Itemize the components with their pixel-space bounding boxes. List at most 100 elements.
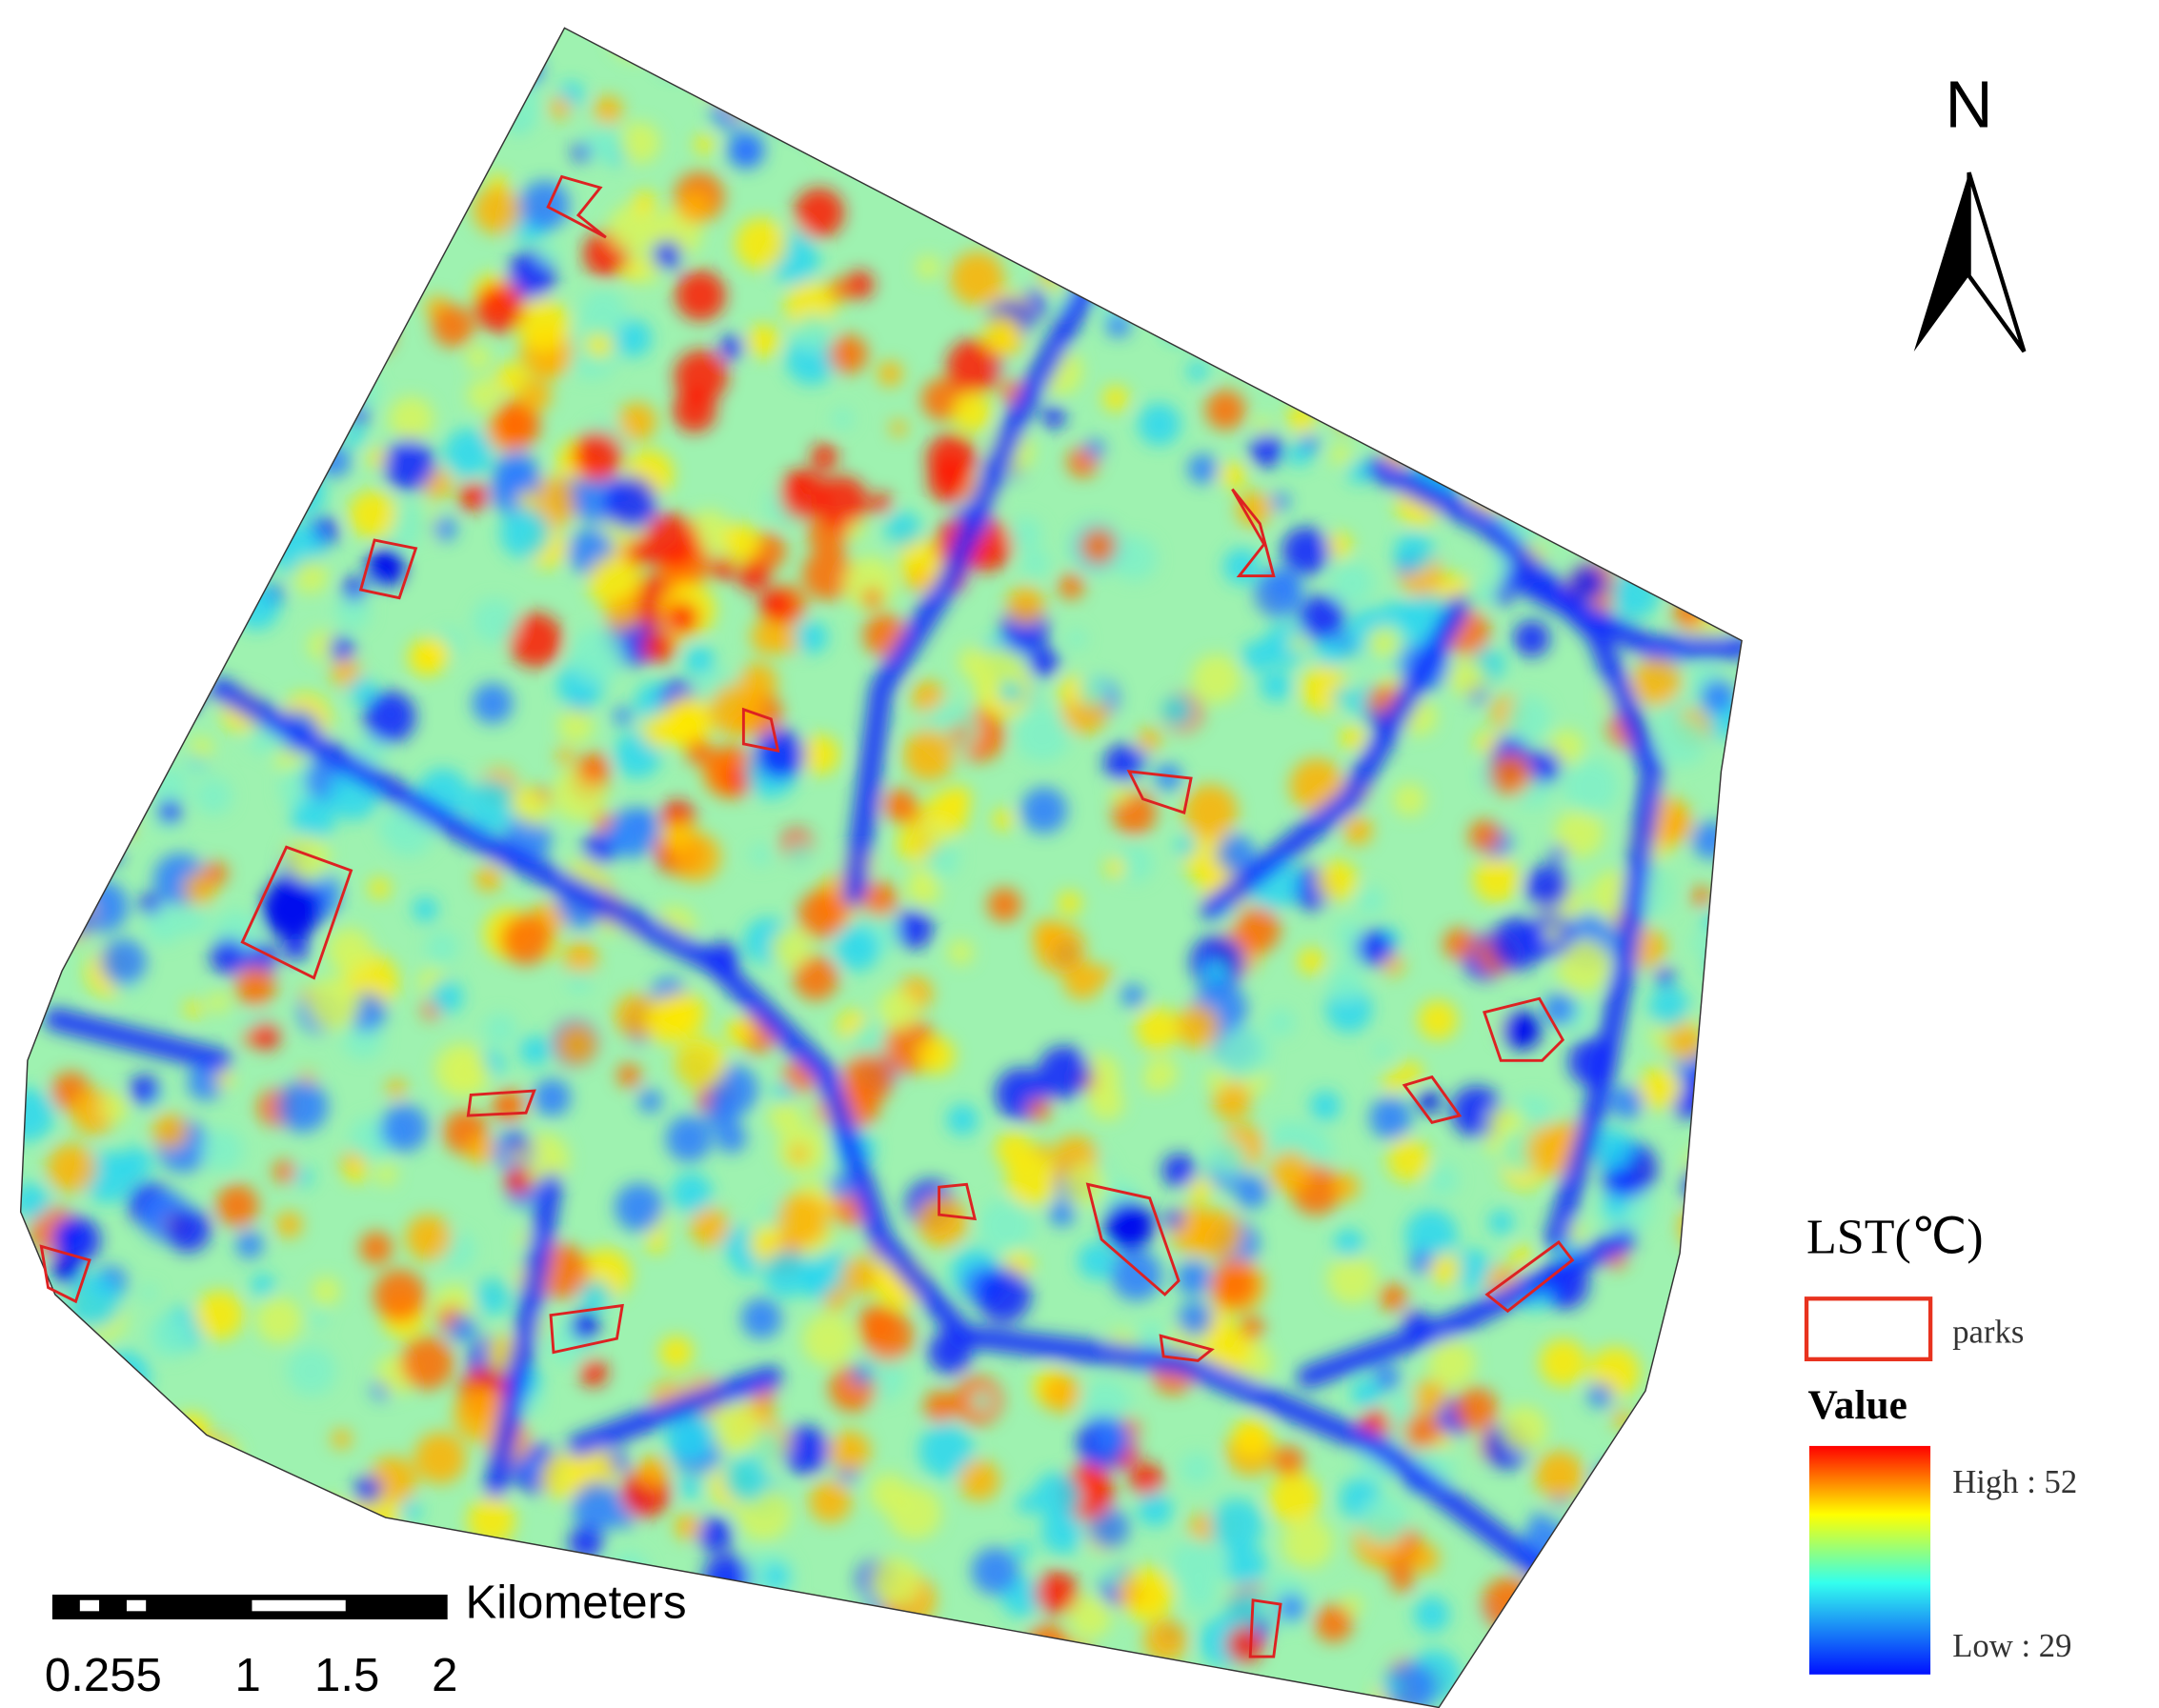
raster-texture [1340, 725, 1366, 751]
raster-texture [684, 28, 738, 72]
raster-texture [1366, 709, 1384, 727]
raster-texture [303, 302, 333, 332]
raster-texture [1045, 1692, 1083, 1708]
raster-texture [571, 1312, 599, 1340]
raster-texture [1691, 886, 1712, 907]
raster-texture [1487, 1107, 1513, 1134]
raster-texture [228, 1479, 273, 1524]
raster-texture [1674, 376, 1697, 399]
raster-texture [334, 259, 378, 303]
raster-texture [331, 657, 361, 688]
raster-texture [1289, 758, 1344, 814]
raster-texture [1661, 1497, 1682, 1519]
raster-texture [200, 1129, 244, 1172]
raster-texture [1094, 1418, 1130, 1456]
raster-texture [945, 785, 972, 812]
raster-texture [172, 1413, 211, 1450]
raster-texture [500, 914, 552, 965]
raster-texture [1409, 1543, 1440, 1574]
raster-texture [1204, 960, 1228, 985]
raster-texture [666, 602, 698, 634]
raster-texture [472, 682, 514, 724]
raster-texture [20, 631, 57, 683]
raster-texture [1386, 1137, 1431, 1182]
raster-texture [1286, 404, 1317, 433]
raster-texture [474, 283, 525, 333]
raster-texture [414, 1432, 467, 1484]
park [1482, 996, 1565, 1062]
raster-texture [141, 613, 161, 632]
raster-texture [425, 931, 459, 964]
raster-texture [1715, 28, 1743, 58]
raster-texture [269, 523, 289, 543]
raster-texture [1335, 919, 1364, 949]
raster-texture [1373, 1364, 1401, 1392]
raster-texture [319, 324, 350, 353]
raster-texture [675, 270, 726, 321]
raster-texture [1706, 946, 1740, 978]
raster-texture [685, 738, 714, 766]
raster-texture [696, 28, 741, 65]
raster-texture [601, 1629, 650, 1678]
raster-texture [608, 204, 656, 252]
raster-texture [1442, 239, 1476, 273]
raster-texture [1212, 1081, 1252, 1120]
raster-texture [1632, 359, 1658, 385]
raster-texture [726, 131, 766, 170]
raster-texture [106, 526, 135, 554]
raster-texture [139, 893, 162, 915]
raster-texture [665, 1411, 716, 1461]
raster-texture [1524, 275, 1545, 296]
raster-texture [405, 139, 445, 179]
raster-texture [186, 1472, 217, 1504]
raster-texture [484, 1013, 516, 1046]
raster-texture [758, 28, 784, 34]
raster-texture [1403, 1412, 1442, 1450]
raster-texture [1655, 968, 1675, 987]
raster-texture [1503, 567, 1743, 659]
raster-texture [432, 32, 452, 52]
raster-texture [955, 53, 1004, 102]
raster-texture [1656, 370, 1684, 396]
raster-texture [232, 28, 255, 34]
raster-texture [749, 1226, 785, 1262]
raster-texture [714, 1670, 759, 1708]
raster-texture [72, 661, 92, 681]
raster-texture [1468, 819, 1502, 853]
scale-label: 2 [432, 1650, 457, 1701]
raster-texture [1648, 986, 1690, 1028]
raster-texture [261, 878, 323, 940]
raster-texture [368, 28, 393, 36]
raster-texture [927, 1669, 977, 1708]
raster-texture [1392, 783, 1426, 816]
raster-texture [1418, 1091, 1441, 1114]
raster-texture [1268, 1472, 1321, 1524]
raster-texture [1606, 1624, 1629, 1646]
raster-texture [862, 588, 882, 609]
raster-texture [158, 375, 193, 411]
raster-texture [1148, 197, 1183, 233]
raster-texture [1103, 744, 1141, 782]
raster-texture [1543, 993, 1576, 1026]
raster-texture [181, 1505, 203, 1527]
raster-texture [1588, 28, 1632, 70]
raster-texture [342, 576, 367, 601]
raster-texture [1593, 1461, 1632, 1500]
raster-texture [332, 1429, 352, 1450]
raster-texture [709, 683, 763, 737]
raster-texture [1443, 928, 1476, 960]
raster-texture [38, 1405, 92, 1458]
raster-texture [1705, 550, 1743, 602]
raster-texture [1578, 102, 1604, 128]
raster-texture [1138, 402, 1181, 447]
raster-texture [1177, 1301, 1213, 1336]
raster-texture [1371, 271, 1396, 296]
raster-texture [315, 1535, 351, 1569]
raster-texture [568, 1525, 603, 1560]
raster-texture [387, 502, 431, 547]
raster-texture [1373, 1041, 1391, 1059]
raster-texture [275, 193, 305, 223]
raster-texture [1360, 31, 1384, 56]
raster-texture [749, 844, 772, 866]
